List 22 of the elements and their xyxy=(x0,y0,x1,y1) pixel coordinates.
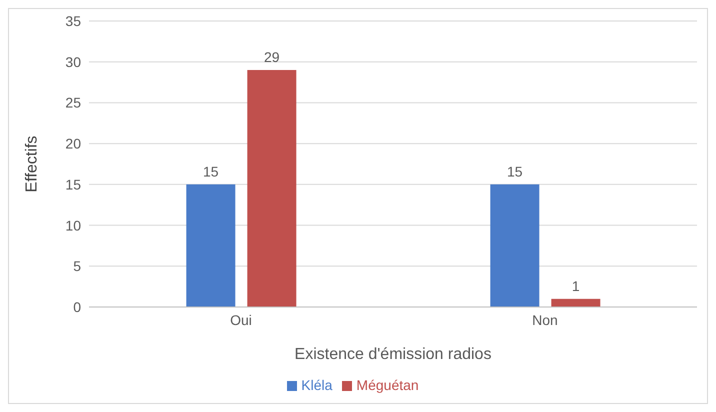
y-tick-label: 0 xyxy=(73,298,82,315)
x-tick-label: Oui xyxy=(230,312,252,328)
bar xyxy=(551,298,600,307)
y-axis-title: Effectifs xyxy=(24,136,41,192)
legend-label: Méguétan xyxy=(356,377,419,393)
y-tick-label: 25 xyxy=(65,94,82,111)
y-tick-label: 10 xyxy=(65,217,82,234)
x-axis-title: Existence d'émission radios xyxy=(294,346,492,363)
y-tick-label: 35 xyxy=(65,12,82,29)
x-tick-label: Non xyxy=(532,312,558,328)
y-tick-label: 30 xyxy=(65,54,82,70)
data-label: 15 xyxy=(506,163,523,180)
legend-label: Kléla xyxy=(301,377,332,393)
data-label: 29 xyxy=(264,49,280,66)
data-label: 1 xyxy=(572,278,580,294)
y-tick-label: 20 xyxy=(65,136,82,152)
y-tick-label: 15 xyxy=(65,176,82,192)
data-label: 15 xyxy=(202,163,219,180)
bar xyxy=(186,184,236,307)
y-tick-label: 5 xyxy=(73,258,82,274)
bar xyxy=(490,184,540,307)
bar xyxy=(247,70,296,307)
